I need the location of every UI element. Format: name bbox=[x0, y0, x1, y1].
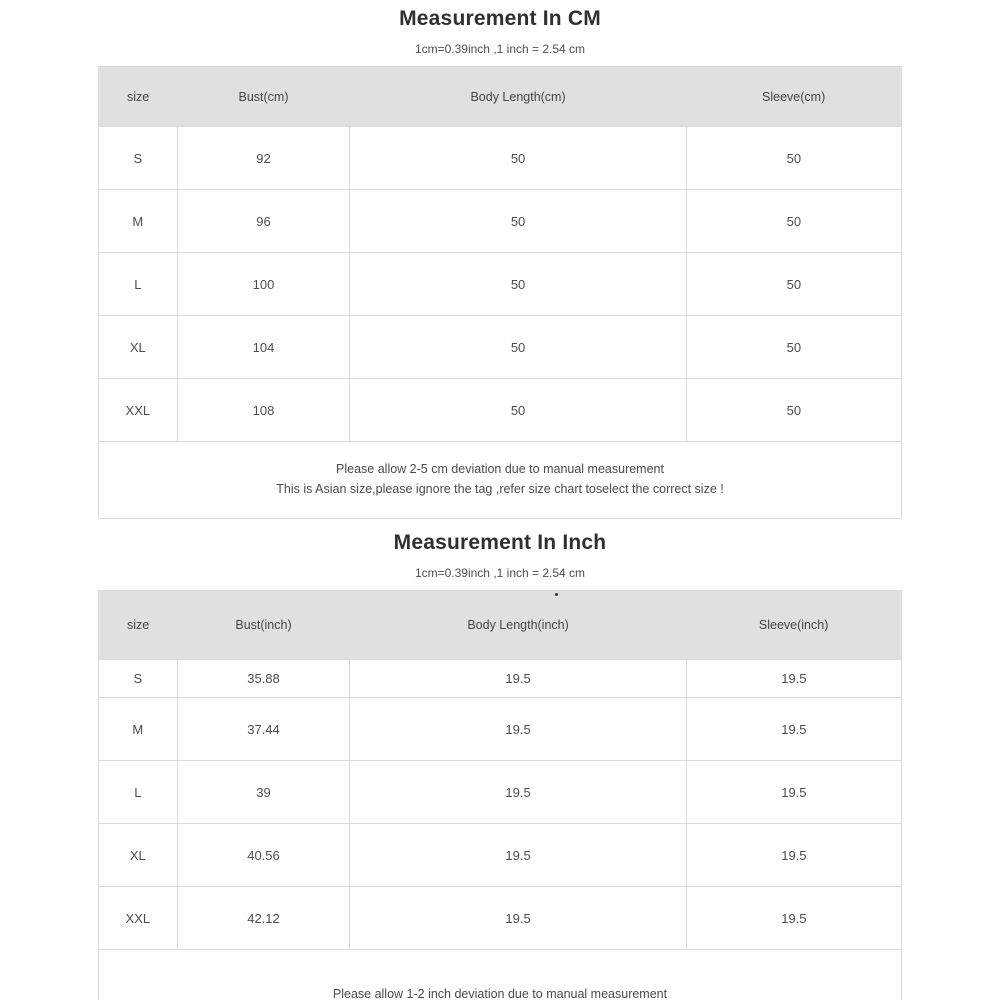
inch-deviation-note: Please allow 1-2 inch deviation due to m… bbox=[98, 949, 902, 1000]
table-row: L 100 50 50 bbox=[98, 252, 903, 316]
table-row: XXL 108 50 50 bbox=[98, 378, 903, 442]
sleeve-cell: 50 bbox=[685, 252, 903, 316]
table-row: XL 40.56 19.5 19.5 bbox=[98, 823, 903, 887]
cm-header-body-length: Body Length(cm) bbox=[349, 66, 687, 127]
table-row: XL 104 50 50 bbox=[98, 315, 903, 379]
table-row: L 39 19.5 19.5 bbox=[98, 760, 903, 824]
cm-conversion-note: 1cm=0.39inch ,1 inch = 2.54 cm bbox=[414, 42, 586, 56]
body-length-cell: 19.5 bbox=[349, 886, 687, 950]
size-cell: XL bbox=[98, 315, 178, 379]
body-length-cell: 19.5 bbox=[349, 697, 687, 761]
table-row: M 96 50 50 bbox=[98, 189, 903, 253]
bust-cell: 37.44 bbox=[176, 697, 351, 761]
cm-note-line-1: Please allow 2-5 cm deviation due to man… bbox=[336, 462, 664, 476]
cm-section-title: Measurement In CM bbox=[399, 7, 601, 30]
bust-cell: 35.88 bbox=[176, 659, 351, 698]
body-length-cell: 50 bbox=[349, 189, 687, 253]
stray-dot-artifact bbox=[555, 593, 558, 596]
inch-table-header-row: size Bust(inch) Body Length(inch) Sleeve… bbox=[98, 590, 902, 660]
note-row: Please allow 2-5 cm deviation due to man… bbox=[98, 441, 902, 519]
sleeve-cell: 50 bbox=[685, 315, 903, 379]
sleeve-cell: 19.5 bbox=[685, 823, 903, 887]
body-length-cell: 50 bbox=[349, 252, 687, 316]
table-row: M 37.44 19.5 19.5 bbox=[98, 697, 903, 761]
sleeve-cell: 19.5 bbox=[685, 760, 903, 824]
inch-header-size: size bbox=[98, 590, 178, 660]
sleeve-cell: 19.5 bbox=[685, 886, 903, 950]
size-cell: L bbox=[98, 760, 178, 824]
sleeve-cell: 50 bbox=[685, 378, 903, 442]
inch-header-sleeve: Sleeve(inch) bbox=[686, 590, 902, 660]
sleeve-cell: 19.5 bbox=[685, 697, 903, 761]
size-cell: XXL bbox=[98, 378, 178, 442]
inch-conversion-note: 1cm=0.39inch ,1 inch = 2.54 cm bbox=[414, 566, 586, 580]
table-row: XXL 42.12 19.5 19.5 bbox=[98, 886, 903, 950]
body-length-cell: 50 bbox=[349, 126, 687, 190]
sleeve-cell: 19.5 bbox=[685, 659, 903, 698]
size-cell: XXL bbox=[98, 886, 178, 950]
inch-measurement-table: size Bust(inch) Body Length(inch) Sleeve… bbox=[98, 590, 903, 1000]
table-row: S 35.88 19.5 19.5 bbox=[98, 659, 903, 698]
inch-header-bust: Bust(inch) bbox=[177, 590, 350, 660]
cm-header-size: size bbox=[98, 66, 178, 127]
size-cell: XL bbox=[98, 823, 178, 887]
cm-header-sleeve: Sleeve(cm) bbox=[686, 66, 902, 127]
bust-cell: 100 bbox=[176, 252, 351, 316]
body-length-cell: 19.5 bbox=[349, 823, 687, 887]
bust-cell: 39 bbox=[176, 760, 351, 824]
cm-deviation-note: Please allow 2-5 cm deviation due to man… bbox=[98, 441, 902, 519]
size-cell: M bbox=[98, 697, 178, 761]
size-cell: S bbox=[98, 659, 178, 698]
bust-cell: 40.56 bbox=[176, 823, 351, 887]
body-length-cell: 50 bbox=[349, 378, 687, 442]
bust-cell: 104 bbox=[176, 315, 351, 379]
bust-cell: 108 bbox=[176, 378, 351, 442]
inch-header-body-length: Body Length(inch) bbox=[349, 590, 687, 660]
size-cell: L bbox=[98, 252, 178, 316]
bust-cell: 92 bbox=[176, 126, 351, 190]
body-length-cell: 19.5 bbox=[349, 659, 687, 698]
body-length-cell: 19.5 bbox=[349, 760, 687, 824]
cm-note-line-2: This is Asian size,please ignore the tag… bbox=[276, 482, 724, 496]
cm-measurement-table: size Bust(cm) Body Length(cm) Sleeve(cm)… bbox=[98, 66, 903, 519]
bust-cell: 96 bbox=[176, 189, 351, 253]
cm-table-header-row: size Bust(cm) Body Length(cm) Sleeve(cm) bbox=[98, 66, 902, 127]
note-row: Please allow 1-2 inch deviation due to m… bbox=[98, 949, 902, 1000]
size-cell: S bbox=[98, 126, 178, 190]
cm-header-bust: Bust(cm) bbox=[177, 66, 350, 127]
inch-section-title: Measurement In Inch bbox=[393, 531, 607, 554]
sleeve-cell: 50 bbox=[685, 189, 903, 253]
sleeve-cell: 50 bbox=[685, 126, 903, 190]
bust-cell: 42.12 bbox=[176, 886, 351, 950]
size-cell: M bbox=[98, 189, 178, 253]
table-row: S 92 50 50 bbox=[98, 126, 903, 190]
body-length-cell: 50 bbox=[349, 315, 687, 379]
